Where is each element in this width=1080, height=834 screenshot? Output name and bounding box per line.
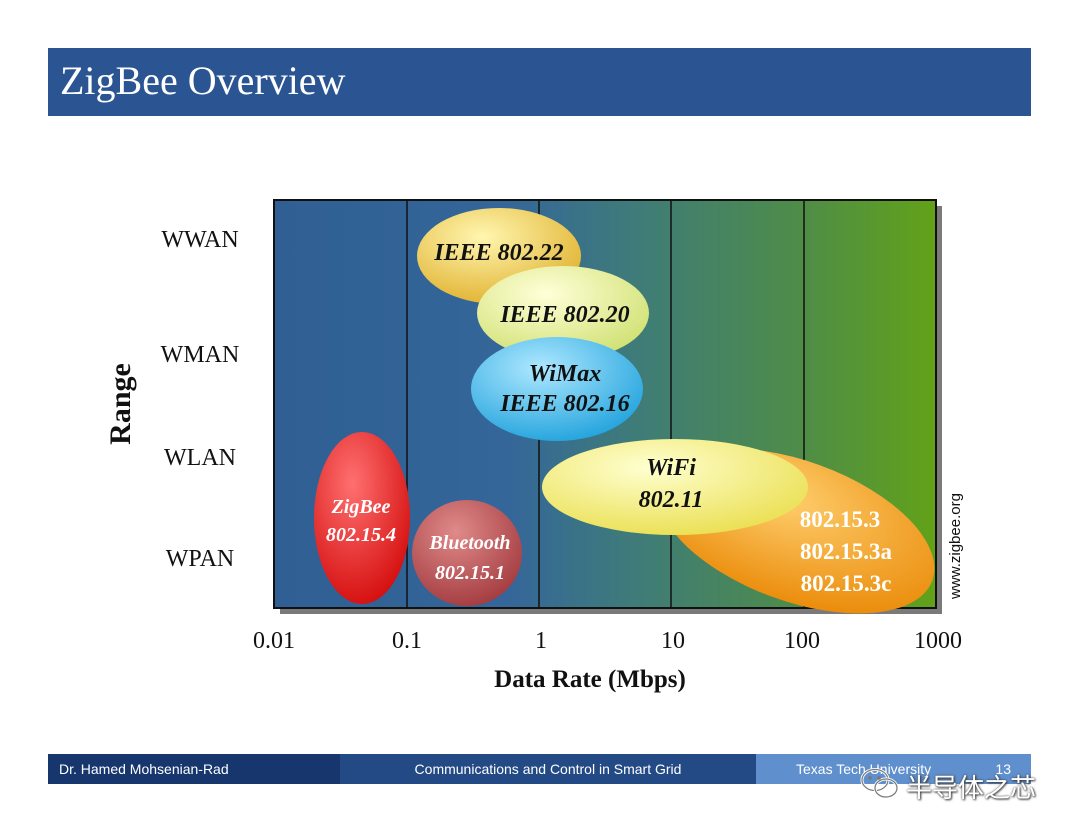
wimax-label-line2: IEEE 802.16 bbox=[499, 391, 629, 417]
ieee-802-20-ellipse bbox=[477, 266, 649, 360]
footer-university-section: Texas Tech University 13 bbox=[756, 754, 1031, 784]
x-tick-label: 0.01 bbox=[253, 628, 295, 654]
zigbee-label-line1: ZigBee bbox=[331, 496, 391, 518]
x-tick-label: 100 bbox=[784, 628, 820, 654]
x-tick-label: 1 bbox=[535, 628, 547, 654]
range-label-wwan: WWAN bbox=[161, 227, 238, 253]
wimax-label-line1: WiMax bbox=[529, 361, 601, 387]
bluetooth-label-line2: 802.15.1 bbox=[435, 562, 505, 584]
slide-title: ZigBee Overview bbox=[60, 58, 346, 103]
zigbee-ellipse bbox=[314, 432, 410, 604]
x-tick-label: 1000 bbox=[914, 628, 962, 654]
page-number: 13 bbox=[995, 761, 1011, 777]
footer-author: Dr. Hamed Mohsenian-Rad bbox=[48, 754, 340, 784]
footer-university: Texas Tech University bbox=[796, 761, 932, 777]
wifi-label-line2: 802.11 bbox=[639, 487, 704, 513]
wifi-label-line1: WiFi bbox=[646, 455, 696, 481]
y-axis-title: Range bbox=[104, 363, 137, 445]
wifi-ellipse bbox=[542, 439, 808, 535]
footer-course: Communications and Control in Smart Grid bbox=[340, 754, 756, 784]
ieee-802-15-3-label-line2: 802.15.3a bbox=[800, 539, 893, 564]
watermark-text: 半导体之芯 bbox=[906, 773, 1037, 804]
ieee-802-15-3-label-line1: 802.15.3 bbox=[800, 507, 881, 532]
watermark: 半导体之芯 bbox=[860, 764, 1036, 808]
source-label: www.zigbee.org bbox=[947, 493, 964, 600]
wimax-ellipse bbox=[471, 337, 643, 441]
x-tick-label: 10 bbox=[661, 628, 685, 654]
bluetooth-ellipse bbox=[412, 500, 522, 606]
ieee-802-22-label: IEEE 802.22 bbox=[433, 240, 563, 266]
range-label-wlan: WLAN bbox=[164, 445, 236, 471]
ieee-802-20-label: IEEE 802.20 bbox=[499, 302, 629, 328]
x-axis-title: Data Rate (Mbps) bbox=[494, 666, 686, 693]
wechat-icon bbox=[860, 767, 900, 806]
x-tick-label: 0.1 bbox=[392, 628, 422, 654]
ieee-802-15-3-label-line3: 802.15.3c bbox=[801, 571, 892, 596]
slide-footer: Dr. Hamed Mohsenian-Rad Communications a… bbox=[48, 754, 1031, 784]
title-bar: ZigBee Overview bbox=[48, 48, 1031, 116]
zigbee-label-line2: 802.15.4 bbox=[326, 524, 396, 546]
bluetooth-label-line1: Bluetooth bbox=[428, 532, 510, 554]
range-label-wman: WMAN bbox=[161, 342, 240, 368]
range-label-wpan: WPAN bbox=[166, 546, 234, 572]
